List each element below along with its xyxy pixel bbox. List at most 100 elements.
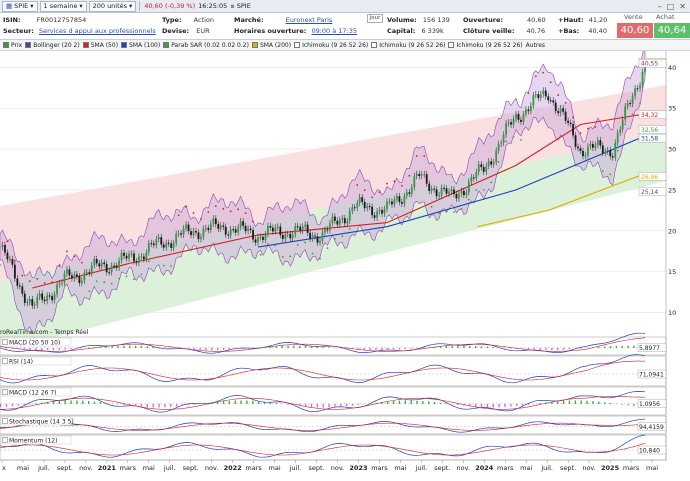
legend-item-parab-sar[interactable]: Parab SAR (0.02 0.02 0.2) <box>163 42 249 49</box>
indicator-signal-line <box>0 396 645 410</box>
indicator-value: 71,0941 <box>639 371 664 378</box>
candle-body <box>177 233 180 235</box>
candle-body <box>291 234 294 239</box>
candle-body <box>500 142 503 144</box>
candle-body <box>631 96 634 104</box>
price-tick-label: 40 <box>668 64 676 72</box>
candle-body <box>130 253 133 255</box>
close-icon[interactable]: ✕ <box>679 1 686 11</box>
legend-swatch <box>251 42 258 48</box>
buy-price-box[interactable]: 40,64 <box>654 23 690 38</box>
candle-body <box>329 223 331 231</box>
legend-label: Prix <box>11 41 23 49</box>
sell-price-box[interactable]: 40,60 <box>617 23 653 38</box>
indicator-histogram-bar <box>134 403 137 407</box>
indicator-histogram-bar <box>222 401 225 405</box>
candle-body <box>152 243 155 246</box>
candle-body <box>361 197 364 203</box>
sar-dot <box>80 261 83 264</box>
indicator-histogram-bar <box>562 347 565 350</box>
legend-item-bollinger[interactable]: Bollinger (20 2) <box>25 42 80 49</box>
candle-body <box>455 193 458 199</box>
price-marker-box <box>638 59 667 68</box>
ticker-tag[interactable]: ▪ SPIE <box>230 2 250 10</box>
indicator-histogram-bar <box>609 402 612 405</box>
sar-dot <box>415 155 418 157</box>
legend-item-autres[interactable]: Autres <box>526 42 545 49</box>
indicator-histogram-bar <box>357 403 360 406</box>
x-tick-label: mai <box>17 464 29 472</box>
candle-body <box>269 225 272 228</box>
candle-body <box>200 236 202 240</box>
indicator-histogram-bar <box>29 347 31 351</box>
candle-body <box>433 188 436 190</box>
indicator-label-box <box>0 435 72 445</box>
candle-body <box>510 122 512 125</box>
candle-body <box>26 302 29 304</box>
candle-body <box>267 225 269 235</box>
candle-body <box>587 146 589 156</box>
legend-item-ichimoku-3[interactable]: Ichimoku (9 26 52 26) <box>448 42 523 49</box>
candle-body <box>430 188 433 191</box>
legend-item-ichimoku-2[interactable]: Ichimoku (9 26 52 26) <box>371 42 445 49</box>
legend-item-sma100[interactable]: SMA (100) <box>121 42 160 49</box>
sar-dot <box>467 198 470 201</box>
sar-dot <box>296 243 299 246</box>
x-tick-label: nov. <box>457 464 471 472</box>
jour-toggle[interactable]: Jour <box>367 14 383 23</box>
indicator-histogram-bar <box>580 400 582 405</box>
legend-item-prix[interactable]: Prix <box>3 42 22 49</box>
sar-dot <box>95 280 98 283</box>
candle-body <box>128 253 130 259</box>
price-marker-label: 32,56 <box>641 127 658 134</box>
secteur-link[interactable]: Services d appui aux professionnels <box>38 27 156 35</box>
sar-dot <box>214 205 217 208</box>
indicator-histogram-bar <box>158 403 160 408</box>
marche-link[interactable]: Euronext Paris <box>285 16 333 24</box>
legend-item-sma200[interactable]: SMA (200) <box>251 42 291 49</box>
x-tick-label: 2021 <box>98 464 117 472</box>
indicator-histogram-bar <box>410 347 412 349</box>
sar-dot <box>274 244 277 247</box>
candle-body <box>356 203 359 208</box>
candle-body <box>338 219 341 225</box>
maximize-icon[interactable]: □ <box>666 1 675 11</box>
x-tick-label: mai <box>394 464 406 472</box>
devise-label: Devise: <box>162 27 190 35</box>
horaires-link[interactable]: 09:00 à 17:35 <box>311 27 358 35</box>
sar-dot <box>639 102 641 105</box>
price-y-axis: 10 15 20 25 30 35 40 <box>665 51 676 337</box>
indicator-value: 10,840 <box>639 447 660 454</box>
chart-area[interactable]: roRealTime.com - Temps Réel 101520253035… <box>0 51 690 481</box>
indicator-histogram-bar <box>310 346 313 349</box>
price-marker-label: 34,32 <box>641 112 658 119</box>
candle-body <box>304 224 307 227</box>
indicator-histogram-bar <box>375 347 377 351</box>
indicator-histogram-bar <box>304 403 307 407</box>
candle-body <box>123 252 125 256</box>
indicator-histogram-bar <box>234 400 236 405</box>
indicator-label-box <box>0 416 72 426</box>
sar-dot <box>348 227 351 230</box>
minimize-icon[interactable]: – <box>657 1 662 11</box>
candle-body <box>165 242 168 248</box>
indicator-histogram-bar <box>123 345 125 349</box>
indicator-histogram-bar <box>574 347 577 350</box>
candle-body <box>23 293 26 303</box>
candle-body <box>480 164 483 168</box>
period-selector[interactable]: 1 semaine ▾ <box>39 0 87 12</box>
x-tick-label: sept. <box>434 464 450 472</box>
ticker-selector[interactable]: ▦ SPIE ▾ <box>2 0 38 12</box>
indicator-histogram-bar <box>469 345 471 349</box>
indicator-label: MACD (20 50 10) <box>9 340 60 347</box>
indicator-histogram-bar <box>111 403 113 405</box>
indicator-histogram-bar <box>228 400 231 405</box>
indicator-histogram-bar <box>603 346 606 349</box>
legend-item-sma50[interactable]: SMA (50) <box>82 42 118 49</box>
indicator-label: Momentum (12) <box>9 438 57 445</box>
units-selector[interactable]: 200 unités ▾ <box>88 0 137 12</box>
isin-row: ISIN: FR0012757854 <box>3 16 86 24</box>
volume-value: 156 139 <box>422 16 450 24</box>
indicator-histogram-bar <box>398 400 401 405</box>
legend-item-ichimoku-1[interactable]: Ichimoku (9 26 52 26) <box>294 42 368 49</box>
